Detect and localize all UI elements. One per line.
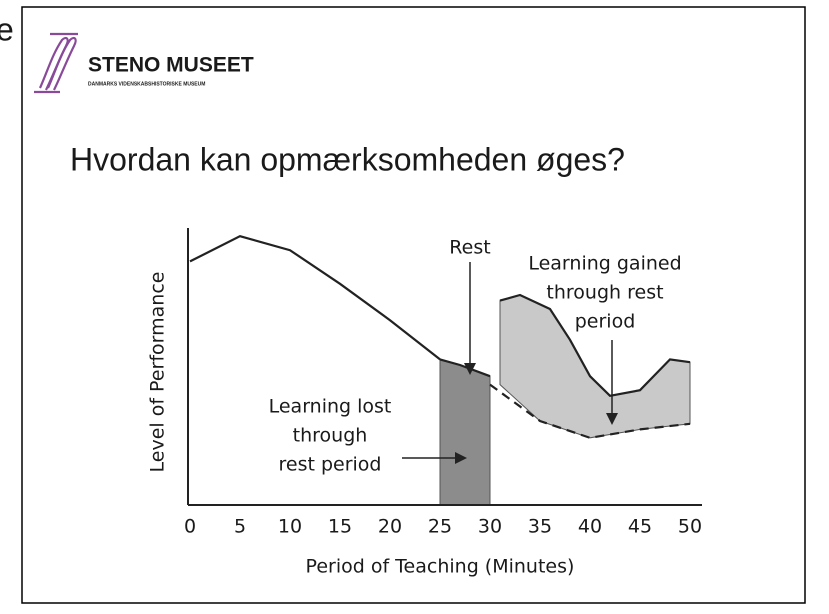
line bbox=[439, 358, 491, 378]
x-tick-label: 45 bbox=[628, 516, 652, 538]
x-tick-label: 15 bbox=[328, 516, 352, 538]
x-tick-label: 50 bbox=[678, 516, 702, 538]
annotation: rest period bbox=[279, 454, 382, 476]
logo bbox=[34, 32, 78, 94]
y-axis-label: Level of Performance bbox=[147, 272, 169, 473]
x-tick-label: 35 bbox=[528, 516, 552, 538]
logo-subtitle: DANMARKS VIDENSKABSHISTORISKE MUSEUM bbox=[88, 81, 205, 87]
x-tick-label: 10 bbox=[278, 516, 302, 538]
logo-text: STENO MUSEET bbox=[88, 54, 254, 77]
x-tick-label: 20 bbox=[378, 516, 402, 538]
x-tick-label: 5 bbox=[234, 516, 246, 538]
x-tick-label: 0 bbox=[184, 516, 196, 538]
x-axis-label: Period of Teaching (Minutes) bbox=[306, 556, 575, 578]
shaded-area bbox=[439, 358, 491, 506]
x-tick-label: 30 bbox=[478, 516, 502, 538]
annotation: through rest bbox=[546, 282, 663, 304]
slide-frame bbox=[21, 6, 806, 604]
annotation: Learning lost bbox=[269, 396, 392, 418]
annotation: period bbox=[575, 311, 636, 333]
x-tick-label: 40 bbox=[578, 516, 602, 538]
corner-text: e bbox=[0, 11, 14, 47]
chart-title: Hvordan kan opmærksomheden øges? bbox=[70, 141, 625, 177]
annotation: through bbox=[293, 425, 368, 447]
annotation: Learning gained bbox=[528, 253, 681, 275]
x-tick-label: 25 bbox=[428, 516, 452, 538]
line bbox=[489, 383, 691, 439]
line bbox=[499, 293, 691, 397]
annotation: Rest bbox=[449, 237, 490, 259]
line bbox=[189, 235, 441, 361]
